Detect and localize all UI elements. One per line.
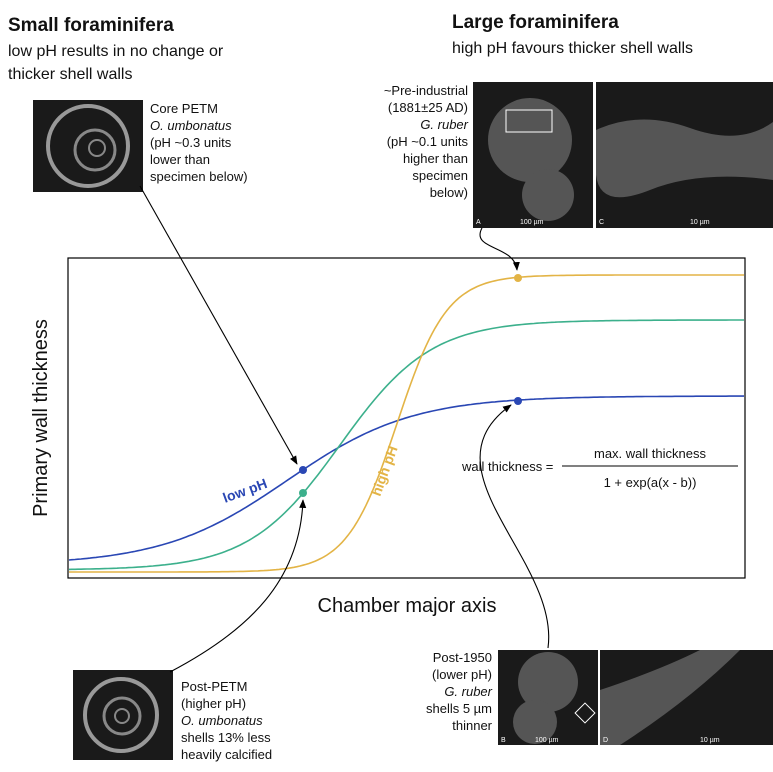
plot-frame <box>67 257 746 579</box>
high-ph-curve <box>69 274 744 573</box>
image-label: B <box>501 737 506 744</box>
text-line: shells 13% less <box>181 730 271 745</box>
text-line: thinner <box>452 718 492 733</box>
point <box>299 489 307 497</box>
arrow <box>479 404 550 649</box>
post-1950-images: B 100 µm D 10 µm <box>498 650 773 745</box>
post-petm-text: Post-PETM (higher pH) O. umbonatus shell… <box>181 679 272 762</box>
text-line: Post-1950 <box>433 650 492 665</box>
large-title: Large foraminifera <box>452 12 619 33</box>
text-line: Core PETM <box>150 101 218 116</box>
text-line: G. ruber <box>444 684 492 699</box>
arrow <box>479 227 520 271</box>
scale-label: 10 µm <box>700 737 720 744</box>
post-1950-text: Post-1950 (lower pH) G. ruber shells 5 µ… <box>426 650 493 733</box>
text-line: (pH ~0.1 units <box>387 134 469 149</box>
equation-lhs: wall thickness = <box>461 459 553 474</box>
text-line: O. umbonatus <box>150 118 232 133</box>
point <box>514 397 522 405</box>
text-line: shells 5 µm <box>426 701 492 716</box>
core-petm-text: Core PETM O. umbonatus (pH ~0.3 units lo… <box>150 101 248 184</box>
pre-industrial-images: A 100 µm C 10 µm <box>473 82 773 228</box>
curve-label: high pH <box>368 444 401 498</box>
core-petm-image <box>33 100 143 192</box>
arrow <box>169 499 307 673</box>
text-line: heavily calcified <box>181 747 272 762</box>
small-title: Small foraminifera <box>8 15 174 36</box>
large-subtitle: high pH favours thicker shell walls <box>452 40 693 57</box>
text-line: (1881±25 AD) <box>388 100 468 115</box>
scale-label: 100 µm <box>535 737 559 744</box>
small-subtitle: low pH results in no change or <box>8 43 224 60</box>
y-axis-label: Primary wall thickness <box>30 319 52 517</box>
text-line: (higher pH) <box>181 696 246 711</box>
image-label: A <box>476 219 481 226</box>
text-line: G. ruber <box>420 117 468 132</box>
text-line: higher than <box>403 151 468 166</box>
text-line: ~Pre-industrial <box>384 83 468 98</box>
equation-denominator: 1 + exp(a(x - b)) <box>604 475 697 490</box>
text-line: below) <box>430 185 468 200</box>
equation-numerator: max. wall thickness <box>594 446 706 461</box>
text-line: O. umbonatus <box>181 713 263 728</box>
point <box>299 466 307 474</box>
pre-industrial-text: ~Pre-industrial (1881±25 AD) G. ruber (p… <box>384 83 469 200</box>
text-line: specimen below) <box>150 169 248 184</box>
point <box>514 274 522 282</box>
curve-label: low pH <box>221 475 270 506</box>
text-line: lower than <box>150 152 210 167</box>
image-label: C <box>599 219 604 226</box>
image-label: D <box>603 737 608 744</box>
scale-label: 100 µm <box>520 219 544 226</box>
text-line: (pH ~0.3 units <box>150 135 232 150</box>
scale-label: 10 µm <box>690 219 710 226</box>
text-line: Post-PETM <box>181 679 247 694</box>
x-axis-label: Chamber major axis <box>318 595 497 617</box>
text-line: (lower pH) <box>432 667 492 682</box>
text-line: specimen <box>412 168 468 183</box>
mid-ph-curve <box>68 319 744 571</box>
arrow <box>139 185 298 465</box>
low-ph-curve <box>68 395 744 561</box>
post-petm-image <box>73 670 173 760</box>
equation: wall thickness = max. wall thickness 1 +… <box>461 446 738 490</box>
small-subtitle: thicker shell walls <box>8 66 132 83</box>
